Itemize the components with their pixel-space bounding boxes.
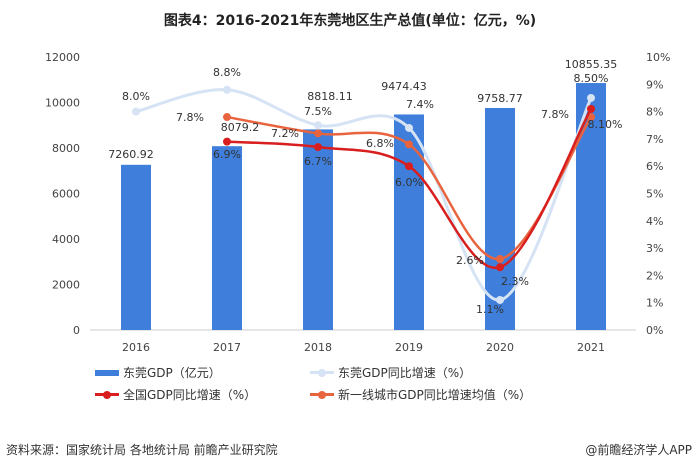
legend-swatch	[310, 369, 334, 377]
x-tick-label: 2021	[577, 341, 605, 354]
legend-item-dg-growth: 东莞GDP同比增速（%）	[310, 364, 471, 381]
data-label-gdp: 8079.2	[221, 121, 260, 134]
bar-gdp	[121, 164, 151, 330]
y-right-tick-label: 10%	[646, 51, 670, 64]
y-right-tick-label: 2%	[646, 269, 663, 282]
y-left-tick-label: 12000	[45, 51, 80, 64]
x-tick-label: 2018	[304, 341, 332, 354]
bar-gdp	[303, 129, 333, 330]
y-left-tick-label: 4000	[52, 233, 80, 246]
y-left-tick-label: 10000	[45, 97, 80, 110]
point-national-growth	[223, 137, 231, 146]
y-left-tick-label: 0	[73, 324, 80, 337]
legend-item-gdp: 东莞GDP（亿元）	[95, 364, 221, 381]
data-label-gdp: 10855.35	[565, 58, 618, 71]
data-label-gdp: 8818.11	[307, 90, 353, 103]
legend-label: 东莞GDP同比增速（%）	[338, 366, 472, 380]
x-tick-label: 2019	[395, 341, 423, 354]
line-national-growth	[226, 108, 593, 269]
data-label-dg-growth: 7.4%	[406, 98, 434, 111]
legend-item-newtier1-growth: 新一线城市GDP同比增速均值（%）	[310, 386, 531, 403]
data-label-national-growth: 2.3%	[501, 275, 529, 288]
data-label-gdp: 7260.92	[108, 148, 154, 161]
y-left-tick-label: 6000	[52, 188, 80, 201]
point-national-growth	[587, 104, 595, 113]
point-dg-growth	[314, 121, 322, 130]
source-note: 资料来源：国家统计局 各地统计局 前瞻产业研究院	[6, 443, 278, 457]
legend-swatch	[310, 391, 334, 399]
y-right-tick-label: 9%	[646, 78, 663, 91]
data-label-dg-growth: 7.5%	[304, 105, 332, 118]
legend-item-national-growth: 全国GDP同比增速（%）	[95, 386, 256, 403]
x-tick-label: 2017	[213, 341, 241, 354]
data-label-gdp: 9758.77	[477, 92, 523, 105]
data-label-newtier1-growth: 6.8%	[366, 137, 394, 150]
y-left-tick-label: 2000	[52, 279, 80, 292]
point-dg-growth	[496, 295, 504, 304]
x-tick-label: 2020	[486, 341, 514, 354]
data-label-newtier1-growth: 2.6%	[456, 254, 484, 267]
data-label-national-growth: 6.0%	[395, 176, 423, 189]
legend-swatch	[95, 369, 119, 376]
legend-label: 全国GDP同比增速（%）	[123, 388, 257, 402]
point-dg-growth	[132, 107, 140, 116]
data-label-newtier1-growth: 7.8%	[541, 108, 569, 121]
point-newtier1-growth	[496, 255, 504, 264]
data-label-newtier1-growth: 7.2%	[271, 127, 299, 140]
y-right-tick-label: 1%	[646, 297, 663, 310]
point-newtier1-growth	[405, 140, 413, 149]
y-right-tick-label: 8%	[646, 106, 663, 119]
y-right-tick-label: 7%	[646, 133, 663, 146]
point-dg-growth	[405, 123, 413, 132]
bar-gdp	[212, 146, 242, 330]
point-national-growth	[405, 162, 413, 171]
y-right-tick-label: 4%	[646, 215, 663, 228]
data-label-dg-growth: 1.1%	[476, 303, 504, 316]
data-label-newtier1-growth: 7.8%	[176, 111, 204, 124]
y-right-tick-label: 6%	[646, 160, 663, 173]
y-right-tick-label: 5%	[646, 188, 663, 201]
credit-note: @前瞻经济学人APP	[585, 443, 692, 457]
data-label-dg-growth: 8.8%	[213, 66, 241, 79]
point-newtier1-growth	[314, 129, 322, 138]
point-newtier1-growth	[223, 113, 231, 122]
bar-gdp	[394, 114, 424, 330]
legend-label: 东莞GDP（亿元）	[123, 366, 221, 380]
point-dg-growth	[223, 85, 231, 94]
y-left-tick-label: 8000	[52, 142, 80, 155]
chart-title: 图表4：2016-2021年东莞地区生产总值(单位：亿元，%)	[163, 13, 537, 29]
data-label-national-growth: 6.9%	[213, 148, 241, 161]
point-national-growth	[496, 263, 504, 272]
data-label-national-growth: 8.10%	[588, 118, 623, 131]
y-right-tick-label: 0%	[646, 324, 663, 337]
legend-swatch	[95, 391, 119, 399]
data-label-national-growth: 6.7%	[304, 155, 332, 168]
data-label-dg-growth: 8.50%	[574, 72, 609, 85]
data-label-dg-growth: 8.0%	[122, 90, 150, 103]
line-dg-growth	[135, 88, 593, 302]
y-right-tick-label: 3%	[646, 242, 663, 255]
data-label-gdp: 9474.43	[381, 80, 427, 93]
legend-label: 新一线城市GDP同比增速均值（%）	[338, 388, 532, 402]
x-tick-label: 2016	[122, 341, 150, 354]
point-national-growth	[314, 143, 322, 152]
point-dg-growth	[587, 93, 595, 102]
